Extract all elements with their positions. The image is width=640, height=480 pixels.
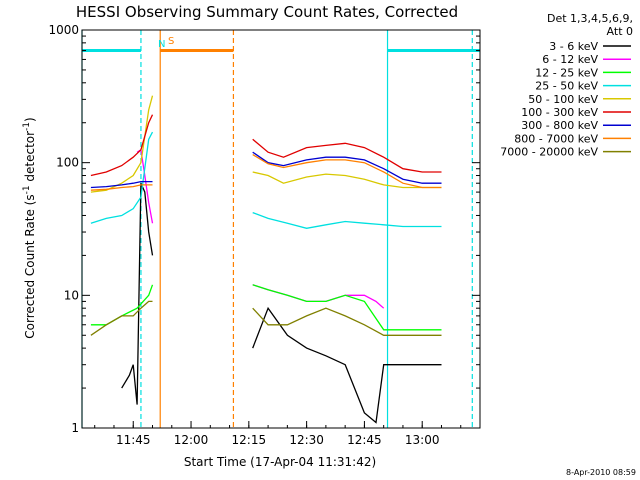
legend-header-line1: Det 1,3,4,5,6,9, [547,12,633,25]
x-tick-label: 12:15 [232,433,267,447]
series-9-segment-1 [90,300,153,336]
series-8-segment-1 [90,184,153,191]
y-tick-label: 10 [64,288,79,302]
series-5-segment-1 [90,95,154,193]
x-tick-label: 12:30 [289,433,324,447]
legend-item-label: 12 - 25 keV [535,66,598,79]
legend-item-label: 3 - 6 keV [549,40,598,53]
y-tick-label: 100 [56,156,79,170]
series-8-segment-2 [252,154,442,189]
series-1-segment-2 [252,306,442,424]
series-2-segment-1 [136,148,154,224]
x-tick-label: 11:45 [116,433,151,447]
plot-frame [81,29,481,429]
x-tick-label: 12:00 [174,433,209,447]
legend-item-label: 300 - 800 keV [521,119,598,132]
series-5-segment-2 [252,171,442,189]
orbit-spans [81,30,480,428]
legend-header-line2: Att 0 [607,25,633,38]
y-ticks: 1 10 100 1000 [48,23,480,435]
series-7-segment-1 [90,180,153,189]
x-tick-label: 12:45 [347,433,382,447]
footer-timestamp: 8-Apr-2010 08:59 [566,468,636,477]
chart-title: HESSI Observing Summary Count Rates, Cor… [76,3,458,21]
series-4-segment-2 [252,211,442,229]
series-1-segment-1 [121,182,154,405]
series-lines [90,95,442,424]
legend-item-label: 100 - 300 keV [521,106,598,119]
series-4-segment-1 [90,131,154,224]
y-axis-label: Corrected Count Rate (s-1 detector-1) [22,117,37,338]
series-3-segment-1 [90,284,154,326]
legend-item-label: 50 - 100 keV [528,93,598,106]
legend-item-label: 800 - 7000 keV [514,132,598,145]
x-ticks: 11:45 12:00 12:15 12:30 12:45 13:00 [94,421,481,447]
series-2-segment-2 [252,284,385,309]
legend-item-label: 25 - 50 keV [535,80,598,93]
x-tick-label: 13:00 [405,433,440,447]
series-6-segment-2 [252,138,442,173]
legend-item-label: 6 - 12 keV [542,53,598,66]
series-7-segment-2 [252,151,442,184]
series-9-segment-2 [252,307,442,336]
y-tick-label: 1 [71,421,79,435]
y-tick-label: 1000 [48,23,79,37]
night-marker-label: N [158,39,165,50]
series-6-segment-1 [90,114,154,177]
saa-marker-label: S [168,36,174,47]
series-3-segment-2 [252,284,442,331]
x-axis-label: Start Time (17-Apr-04 11:31:42) [184,455,376,469]
legend-item-label: 7000 - 20000 keV [500,146,598,159]
